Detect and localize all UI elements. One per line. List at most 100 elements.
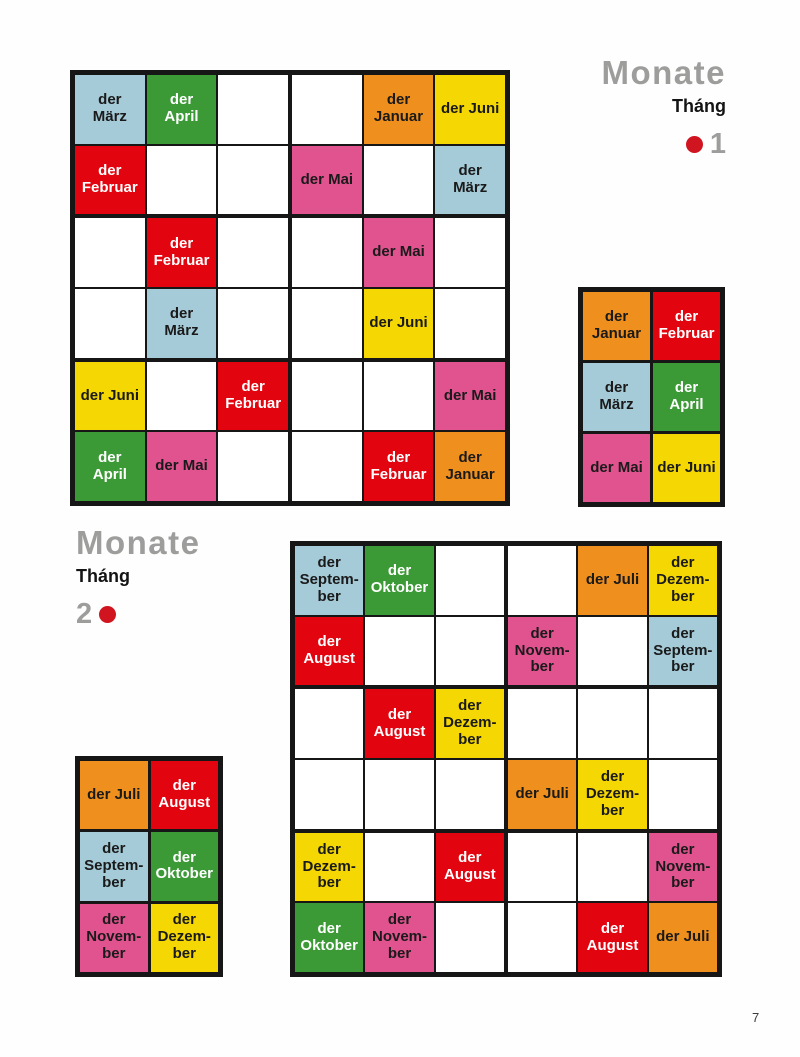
grid-cell-empty (146, 145, 217, 215)
grid-cell-empty (363, 145, 434, 215)
grid-cell-empty (292, 432, 362, 501)
grid-cell-filled: der April (146, 75, 217, 144)
exercise-2-number: 2 (76, 598, 93, 630)
grid-cell-empty (435, 218, 505, 287)
grid-cell-filled: der Januar (583, 292, 650, 360)
grid-cell-filled: der Juli (648, 903, 717, 972)
grid-cell-filled: der Februar (218, 361, 288, 431)
exercise-2-title: Monate (76, 524, 201, 561)
grid-cell-empty (435, 288, 505, 358)
grid-cell-empty (75, 288, 145, 358)
grid-cell-empty (365, 832, 434, 902)
grid-cell-filled: der Novem- ber (648, 832, 717, 902)
grid-cell-filled: der März (435, 145, 505, 215)
grid-cell-filled: der Juli (508, 759, 577, 829)
sudoku-block: der Septem- ber der Oktober der August (295, 546, 504, 686)
grid-cell-empty (292, 288, 362, 358)
sudoku-block: der Juli der Dezem- ber (508, 689, 717, 829)
grid-cell-empty (578, 616, 647, 686)
grid-cell-filled: der Dezem- ber (578, 759, 647, 829)
exercise-1-header: Monate Tháng 1 (602, 56, 727, 159)
grid-cell-empty (435, 546, 504, 615)
grid-cell-empty (508, 832, 577, 902)
grid-cell-empty (648, 689, 717, 758)
grid-cell-filled: der Novem- ber (508, 616, 577, 686)
grid-cell-filled: der April (75, 432, 145, 501)
grid-cell-filled: der August (295, 616, 364, 686)
puzzle-grid-1: der März der April der Februar der Januar de… (70, 70, 510, 506)
grid-cell-filled: der Juni (653, 434, 720, 502)
grid-cell-filled: der Oktober (295, 903, 364, 972)
grid-cell-empty (648, 759, 717, 829)
grid-cell-filled: der Januar (435, 432, 505, 501)
grid-cell-filled: der Septem- ber (295, 546, 364, 615)
exercise-1-number: 1 (709, 128, 726, 160)
grid-cell-filled: der Mai (363, 218, 434, 287)
grid-cell-filled: der April (653, 363, 720, 431)
sudoku-block: der Januar der Juni der Mai der März (292, 75, 505, 215)
grid-cell-filled: der Dezem- ber (435, 689, 504, 758)
grid-cell-empty (218, 432, 288, 501)
grid-cell-empty (435, 903, 504, 972)
sudoku-block: der März der April der Februar (75, 75, 288, 215)
grid-cell-empty (508, 689, 577, 758)
grid-cell-empty (218, 218, 288, 287)
grid-cell-filled: der Novem- ber (365, 903, 434, 972)
answer-key-grid-1: der Januar der Februar der März der April de… (578, 287, 725, 507)
grid-cell-filled: der August (365, 689, 434, 758)
grid-cell-filled: der Mai (292, 145, 362, 215)
grid-cell-empty (295, 689, 364, 758)
grid-cell-filled: der Februar (75, 145, 145, 215)
grid-cell-filled: der Dezem- ber (295, 832, 364, 902)
grid-cell-empty (292, 75, 362, 144)
grid-cell-filled: der März (583, 363, 650, 431)
grid-cell-empty (365, 759, 434, 829)
grid-cell-filled: der Juli (578, 546, 647, 615)
grid-cell-filled: der Oktober (365, 546, 434, 615)
grid-cell-filled: der Juni (363, 288, 434, 358)
grid-cell-empty (578, 689, 647, 758)
puzzle-grid-2: der Septem- ber der Oktober der August der … (290, 541, 722, 977)
grid-cell-filled: der Mai (146, 432, 217, 501)
grid-cell-empty (292, 361, 362, 431)
grid-cell-filled: der Juli (80, 761, 148, 830)
exercise-1-title: Monate (601, 54, 726, 91)
exercise-2-header: Monate Tháng 2 (76, 526, 201, 629)
grid-cell-filled: der Februar (146, 218, 217, 287)
exercise-2-red-dot-icon (99, 606, 117, 623)
sudoku-block: der Februar der März (75, 218, 288, 358)
grid-cell-empty (508, 546, 577, 615)
exercise-1-subtitle: Tháng (672, 96, 726, 116)
grid-cell-filled: der August (150, 761, 218, 830)
sudoku-block: der August der Dezem- ber (295, 689, 504, 829)
exercise-2-number-row: 2 (76, 598, 117, 630)
grid-cell-empty (146, 361, 217, 431)
grid-cell-filled: der Septem- ber (80, 832, 148, 901)
grid-cell-filled: der Novem- ber (80, 903, 148, 972)
page-number: 7 (752, 1010, 760, 1025)
grid-cell-filled: der Februar (653, 292, 720, 360)
grid-cell-empty (363, 361, 434, 431)
grid-cell-empty (75, 218, 145, 287)
grid-cell-empty (365, 616, 434, 686)
grid-cell-filled: der Dezem- ber (648, 546, 717, 615)
grid-cell-filled: der August (435, 832, 504, 902)
sudoku-block: der Novem- ber der August der Juli (508, 832, 717, 972)
grid-cell-filled: der Februar (363, 432, 434, 501)
grid-cell-filled: der Dezem- ber (150, 903, 218, 972)
grid-cell-empty (292, 218, 362, 287)
sudoku-block: der Dezem- ber der August der Oktober der N… (295, 832, 504, 972)
exercise-1-number-row: 1 (685, 128, 726, 160)
grid-cell-filled: der März (75, 75, 145, 144)
grid-cell-filled: der Oktober (150, 832, 218, 901)
grid-cell-filled: der Mai (583, 434, 650, 502)
grid-cell-empty (578, 832, 647, 902)
grid-cell-filled: der August (578, 903, 647, 972)
grid-cell-filled: der März (146, 288, 217, 358)
sudoku-block: der Mai der Februar der Januar (292, 361, 505, 501)
grid-cell-empty (218, 145, 288, 215)
grid-cell-empty (435, 759, 504, 829)
exercise-2-subtitle: Tháng (76, 566, 130, 586)
grid-cell-filled: der Juni (75, 361, 145, 431)
grid-cell-empty (218, 75, 288, 144)
